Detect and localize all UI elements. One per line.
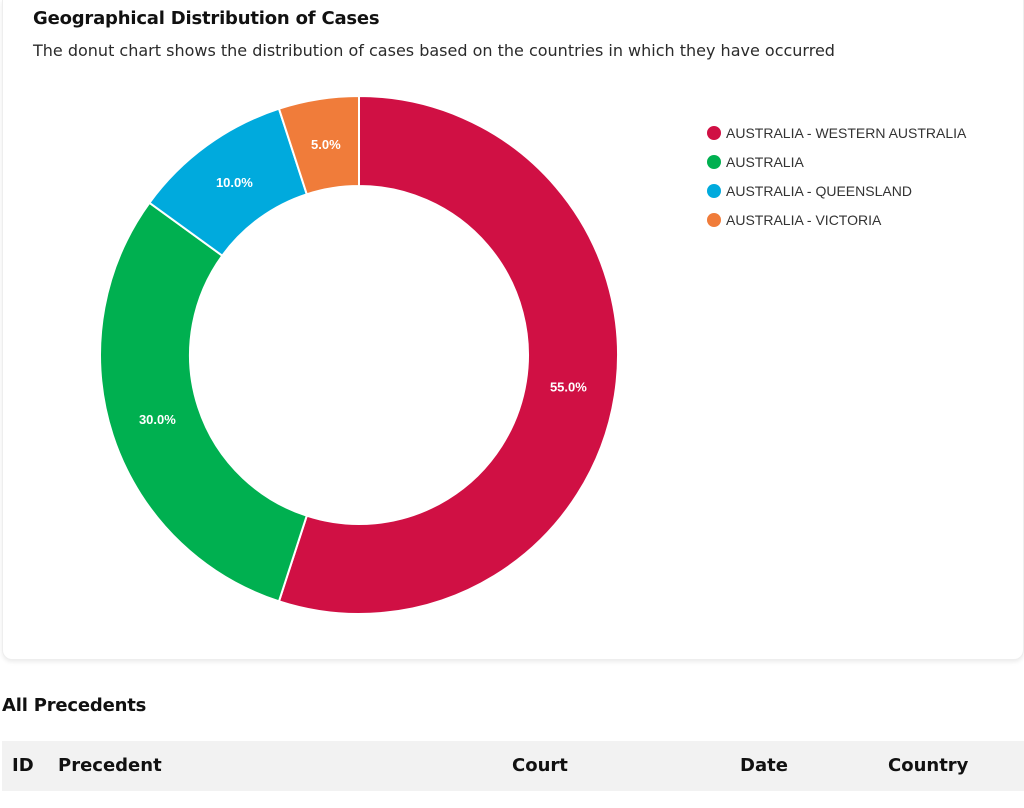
donut-slice-victoria[interactable]	[277, 94, 360, 196]
donut-slice-australia[interactable]	[99, 201, 309, 603]
legend-label: AUSTRALIA - WESTERN AUSTRALIA	[726, 124, 967, 141]
chart-card: Geographical Distribution of Cases The d…	[2, 0, 1024, 660]
column-header-court[interactable]: Court	[512, 755, 568, 776]
slice-label-western-australia: 55.0%	[550, 380, 587, 395]
legend-swatch	[707, 183, 721, 198]
table-header-row: ID Precedent Court Date Country	[2, 741, 1024, 791]
legend-item-queensland[interactable]: AUSTRALIA - QUEENSLAND	[707, 176, 966, 205]
legend-label: AUSTRALIA - QUEENSLAND	[726, 182, 912, 199]
chart-legend: AUSTRALIA - WESTERN AUSTRALIA AUSTRALIA …	[707, 118, 966, 234]
column-header-precedent[interactable]: Precedent	[58, 755, 162, 776]
legend-label: AUSTRALIA - VICTORIA	[726, 211, 882, 228]
donut-chart: 55.0% 30.0% 10.0% 5.0%	[99, 94, 619, 615]
donut-slice-western-australia[interactable]	[277, 94, 619, 615]
chart-title: Geographical Distribution of Cases	[33, 8, 380, 29]
legend-item-victoria[interactable]: AUSTRALIA - VICTORIA	[707, 205, 966, 234]
slice-label-queensland: 10.0%	[216, 175, 253, 190]
slice-label-australia: 30.0%	[139, 412, 176, 427]
chart-subtitle: The donut chart shows the distribution o…	[33, 41, 835, 60]
legend-swatch	[707, 212, 721, 227]
legend-label: AUSTRALIA	[726, 153, 804, 170]
column-header-country[interactable]: Country	[888, 755, 969, 776]
legend-swatch	[707, 154, 721, 169]
legend-item-western-australia[interactable]: AUSTRALIA - WESTERN AUSTRALIA	[707, 118, 966, 147]
column-header-date[interactable]: Date	[740, 755, 788, 776]
column-header-id[interactable]: ID	[12, 755, 34, 776]
slice-label-victoria: 5.0%	[311, 137, 341, 152]
legend-item-australia[interactable]: AUSTRALIA	[707, 147, 966, 176]
legend-swatch	[707, 125, 721, 140]
table-section-title: All Precedents	[2, 695, 147, 716]
